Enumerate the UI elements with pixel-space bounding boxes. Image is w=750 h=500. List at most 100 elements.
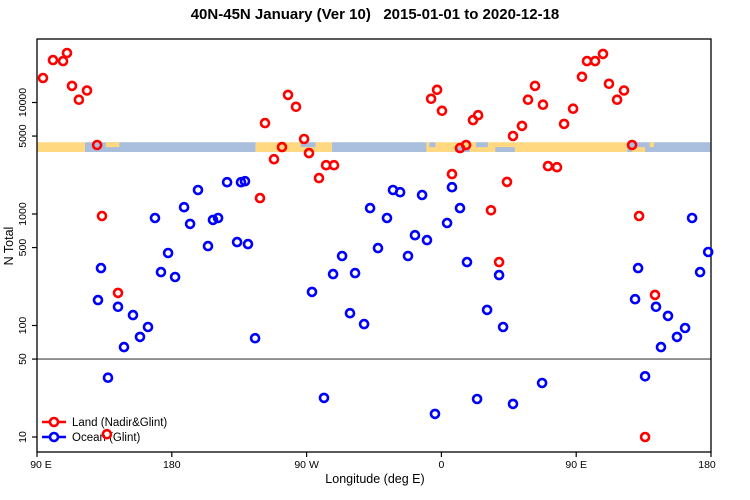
y-axis-title: N Total [2,226,16,266]
x-tick-label: 90 E [30,459,52,471]
data-point-ocean [318,392,330,404]
data-point-land [268,153,280,165]
data-point-ocean [372,242,384,254]
data-point-land [558,118,570,130]
data-point-land [96,210,108,222]
data-point-ocean [702,246,714,258]
data-point-land [618,85,630,96]
map-band-ocean-segment [84,142,256,152]
data-point-land [73,94,85,105]
y-tick-label: 50 [17,353,29,365]
data-point-land [507,130,519,142]
map-band-land-patch [649,142,655,148]
data-point-land [81,85,93,96]
legend-symbol-marker-land [48,416,60,428]
data-point-land [446,168,458,180]
data-point-ocean [364,202,376,214]
map-band-ocean-patch [300,142,316,148]
data-point-ocean [212,212,224,224]
map-band-ocean-patch [429,142,436,148]
data-point-land [611,94,623,105]
data-point-ocean [421,234,433,246]
data-point-ocean [441,217,453,229]
data-point-land [551,161,563,173]
data-point-ocean [650,301,662,313]
data-point-ocean [231,236,243,248]
data-point-ocean [409,229,421,241]
data-point-land [589,55,601,67]
x-tick-label: 90 W [294,459,319,471]
data-point-land [529,80,541,92]
data-point-ocean [242,238,254,250]
data-point-land [493,256,505,268]
map-band-ocean-patch [454,147,470,152]
data-point-ocean [344,307,356,319]
data-point-ocean [497,321,509,333]
data-point-land [576,71,588,83]
data-point-ocean [349,267,361,279]
data-point-land [303,147,315,159]
data-point-land [57,55,69,67]
x-tick-label: 180 [163,459,181,471]
data-point-land [101,428,113,440]
x-tick-label: 180 [698,459,716,471]
data-point-land [290,101,302,113]
data-point-ocean [394,186,406,198]
data-point-land [537,99,549,110]
data-point-ocean [358,318,370,330]
y-tick-label: 100 [17,317,29,335]
data-point-land [649,289,661,301]
y-tick-label: 10 [17,431,29,443]
data-point-ocean [629,293,641,305]
chart-title: 40N-45N January (Ver 10) 2015-01-01 to 2… [190,6,560,23]
data-point-land [61,47,73,59]
data-point-ocean [381,212,393,224]
plot-border [36,38,712,453]
data-point-ocean [127,309,139,321]
map-band-ocean-segment [332,142,427,152]
data-point-ocean [694,266,706,278]
data-point-ocean [454,202,466,214]
data-point-land [298,133,310,145]
data-point-ocean [249,332,261,344]
data-point-ocean [169,271,181,283]
data-point-ocean [112,301,124,313]
data-point-ocean [507,398,519,410]
data-point-ocean [92,294,104,306]
data-point-ocean [471,393,483,405]
data-point-land [516,120,528,132]
data-point-ocean [95,262,107,274]
data-point-land [47,54,59,66]
data-point-ocean [142,321,154,333]
data-point-land [542,160,554,172]
data-point-ocean [207,214,219,226]
data-point-ocean [102,372,114,384]
data-point-land [567,103,579,114]
legend-label-land: Land (Nadir&Glint) [72,417,167,429]
data-point-ocean [446,181,458,193]
y-tick-label: 500 [17,239,29,257]
data-point-land [282,89,294,101]
data-point-ocean [632,262,644,274]
map-band-land-segment [37,142,85,152]
data-point-land [522,94,534,105]
data-point-land [485,205,497,216]
data-point-land [91,139,103,151]
data-point-ocean [416,189,428,201]
data-point-ocean [184,218,196,230]
data-point-ocean [639,370,651,382]
data-point-land [597,48,609,60]
data-point-ocean [327,268,339,280]
data-point-land [328,159,340,171]
data-point-land [254,192,266,204]
data-point-land [501,176,513,188]
data-point-land [436,105,448,117]
data-point-ocean [662,310,674,322]
data-point-land [112,287,124,299]
data-point-ocean [155,266,167,278]
data-point-land [603,78,615,90]
data-point-land [460,139,472,151]
data-point-ocean [655,341,667,353]
data-point-ocean [402,250,414,262]
